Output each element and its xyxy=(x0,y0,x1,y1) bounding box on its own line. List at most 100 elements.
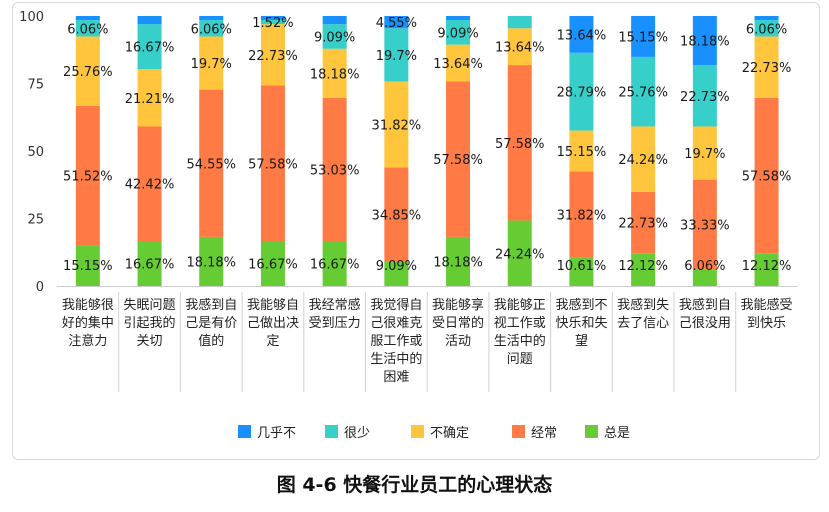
data-label: 57.58% xyxy=(495,137,545,152)
category-label: 困难 xyxy=(383,370,409,385)
bar-segment xyxy=(322,16,347,25)
data-label: 24.24% xyxy=(618,153,668,168)
data-label: 19.7% xyxy=(376,49,417,64)
data-label: 22.73% xyxy=(248,49,298,64)
bar-segment xyxy=(199,20,224,37)
data-label: 22.73% xyxy=(618,217,668,232)
legend-swatch xyxy=(411,425,424,438)
bar-segment xyxy=(446,81,471,237)
data-label: 22.73% xyxy=(680,90,730,105)
bar-segment xyxy=(507,65,532,221)
bar-segment xyxy=(384,81,409,168)
category-label: 失眠问题 xyxy=(124,298,176,313)
y-axis: 0 25 50 75 100 xyxy=(19,10,44,295)
category-label: 到快乐 xyxy=(747,316,786,331)
data-label: 53.03% xyxy=(310,163,360,178)
data-label: 34.85% xyxy=(372,208,422,223)
data-label: 9.09% xyxy=(376,259,417,274)
bar-segment xyxy=(507,220,532,286)
bar-segment xyxy=(137,24,162,70)
bar-segment xyxy=(507,28,532,66)
legend-item: 总是 xyxy=(585,425,630,441)
data-label: 12.12% xyxy=(742,259,792,274)
category-label: 去了信心 xyxy=(617,316,669,331)
bar-segment xyxy=(322,97,347,241)
category-label: 生活中的 xyxy=(494,333,546,349)
legend-swatch xyxy=(585,425,598,438)
bar-segment xyxy=(260,20,285,25)
bar-segment xyxy=(260,15,285,21)
bar-segment xyxy=(446,20,471,45)
data-label: 6.06% xyxy=(746,22,787,37)
bar-segment xyxy=(631,126,656,192)
bar-segment xyxy=(631,16,656,57)
data-label: 25.76% xyxy=(63,65,113,80)
legend: 几乎不 很少 不确定 经常 总是 xyxy=(238,425,630,441)
data-label: 9.09% xyxy=(314,30,355,45)
bar-segment xyxy=(384,167,409,262)
bar-segment xyxy=(692,65,717,127)
y-tick-label: 100 xyxy=(19,10,44,25)
data-label: 1.52% xyxy=(252,16,293,31)
category-label: 引起我的 xyxy=(124,315,176,331)
bar-segment xyxy=(137,240,162,286)
data-label: 18.18% xyxy=(680,35,730,50)
value-labels: 15.15% 51.52% 25.76% 6.06% 16.67% 42.42% 21.21… xyxy=(63,16,791,274)
legend-label: 很少 xyxy=(344,426,370,441)
bar-segment xyxy=(631,56,656,127)
data-label: 15.15% xyxy=(63,259,113,274)
bar-segment xyxy=(507,16,532,29)
data-label: 15.15% xyxy=(557,145,607,160)
bar-segment xyxy=(199,89,224,237)
data-label: 13.64% xyxy=(495,41,545,56)
category-label: 己做出决 xyxy=(247,316,299,331)
bar-segment xyxy=(569,257,594,286)
category-label: 我感到失 xyxy=(617,297,669,313)
data-label: 25.76% xyxy=(618,86,668,101)
figure-caption: 图 4-6 快餐行业员工的心理状态 xyxy=(276,474,553,496)
bar-segment xyxy=(692,16,717,66)
data-label: 13.64% xyxy=(433,57,483,72)
bar-segment xyxy=(75,245,100,286)
data-label: 18.18% xyxy=(433,255,483,270)
bar-segment xyxy=(446,16,471,21)
category-label: 我能感受 xyxy=(741,297,793,313)
legend-swatch xyxy=(325,425,338,438)
bar-segment xyxy=(754,16,779,21)
bar-segment xyxy=(260,85,285,241)
legend-swatch xyxy=(238,425,251,438)
data-label: 19.7% xyxy=(684,147,725,162)
data-label: 24.24% xyxy=(495,247,545,262)
data-label: 9.09% xyxy=(437,26,478,41)
legend-item: 几乎不 xyxy=(238,425,296,441)
bar-segment xyxy=(384,28,409,82)
data-label: 51.52% xyxy=(63,170,113,185)
data-label: 6.06% xyxy=(684,259,725,274)
data-label: 21.21% xyxy=(125,92,175,107)
bar-segment xyxy=(631,191,656,254)
bar-segment xyxy=(137,126,162,241)
category-label: 生活中的 xyxy=(370,351,422,367)
data-label: 57.58% xyxy=(742,170,792,185)
bar-segment xyxy=(754,36,779,98)
legend-item: 经常 xyxy=(512,425,557,441)
y-tick-label: 75 xyxy=(27,78,44,93)
data-label: 31.82% xyxy=(372,118,422,133)
bars xyxy=(75,15,779,286)
bar-segment xyxy=(754,97,779,254)
bar-segment xyxy=(692,179,717,270)
data-label: 4.55% xyxy=(376,16,417,31)
bar-segment xyxy=(75,20,100,37)
data-label: 18.18% xyxy=(186,255,236,270)
category-label: 我感到自 xyxy=(185,297,237,313)
data-label: 33.33% xyxy=(680,219,730,234)
data-label: 16.67% xyxy=(125,257,175,272)
category-label: 注意力 xyxy=(68,333,107,349)
category-label: 服工作或 xyxy=(370,334,422,349)
data-label: 16.67% xyxy=(248,257,298,272)
bar-segment xyxy=(569,15,594,53)
legend-label: 不确定 xyxy=(430,426,469,441)
legend-label: 总是 xyxy=(604,426,630,441)
